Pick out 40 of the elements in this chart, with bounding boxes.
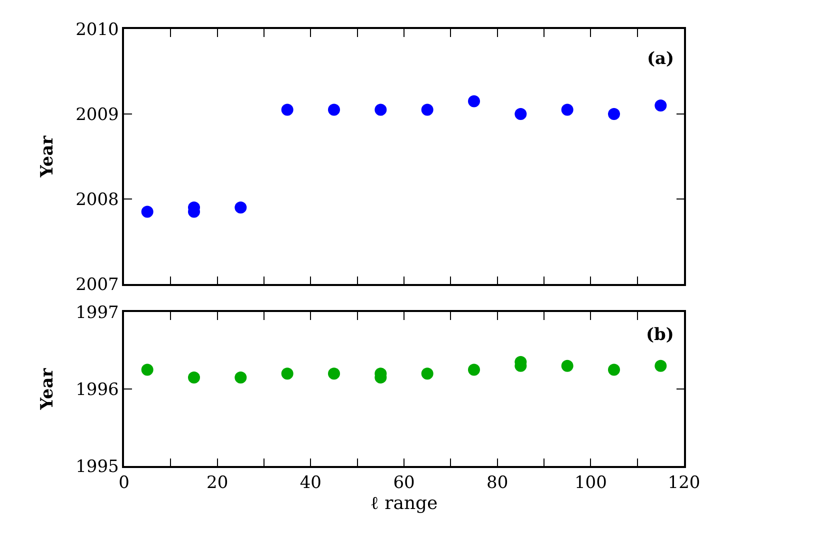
x-tick-label: 120 [668, 473, 700, 494]
point [188, 371, 200, 384]
point [141, 364, 154, 376]
point [421, 368, 434, 380]
y-tick-label: 2008 [76, 190, 119, 210]
annotation: (b) [646, 325, 674, 345]
x-tick-label: 60 [393, 473, 415, 494]
point [328, 368, 340, 380]
x-tick-label: 20 [206, 473, 228, 494]
x-tick-label: 80 [486, 473, 508, 494]
point [141, 206, 154, 218]
point [514, 108, 527, 120]
point [468, 95, 480, 108]
point [281, 368, 294, 380]
point [608, 108, 620, 120]
y-tick-label: 2009 [76, 104, 119, 125]
point [654, 100, 667, 112]
point [234, 371, 247, 384]
y-tick-label: 2010 [76, 20, 119, 40]
y-tick-label: 2007 [76, 274, 119, 295]
point [328, 104, 340, 116]
y-tick-label: 1997 [76, 302, 119, 323]
y-axis-title: Year [38, 134, 58, 178]
point [561, 104, 574, 116]
point [468, 364, 480, 376]
point [654, 360, 667, 372]
x-axis-title: ℓ range [370, 493, 438, 514]
x-tick-label: 0 [118, 473, 130, 494]
annotation: (a) [647, 49, 674, 69]
point [234, 202, 247, 214]
point [561, 360, 574, 372]
x-tick-label: 40 [300, 473, 322, 494]
x-tick-label: 100 [574, 473, 607, 494]
y-tick-label: 1996 [76, 380, 119, 400]
point [281, 104, 294, 116]
point [374, 104, 387, 116]
point [421, 104, 434, 116]
y-tick-label: 1995 [76, 456, 119, 477]
point [608, 364, 620, 376]
y-axis-title: Year [38, 367, 58, 411]
